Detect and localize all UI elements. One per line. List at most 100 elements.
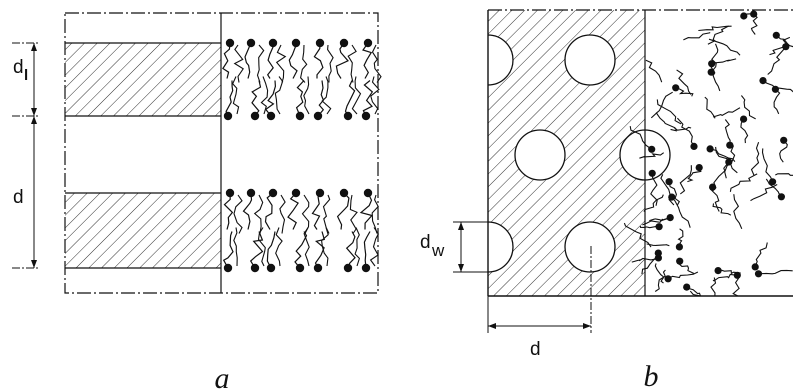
lipid-head: [726, 141, 734, 149]
lipid-tail: [327, 44, 334, 83]
lipid-head: [750, 10, 758, 18]
lipid-tail: [362, 42, 373, 79]
lipid-tail: [710, 43, 719, 73]
lipid-head: [769, 178, 777, 186]
lipid-tail: [667, 271, 699, 280]
lipid-head: [665, 178, 673, 186]
lipid-tail: [321, 227, 329, 267]
lipid-tail: [317, 80, 325, 117]
lipid-tail: [256, 44, 265, 83]
lipid-tail: [707, 25, 729, 45]
lipid-head: [676, 257, 684, 265]
lipid-tail: [712, 203, 732, 216]
lipid-tail: [710, 277, 717, 296]
lipid-tail: [274, 76, 284, 115]
lipid-head: [759, 77, 767, 85]
lipid-tail: [359, 192, 373, 230]
lipid-tail: [244, 42, 252, 79]
lipid-tail: [654, 269, 666, 292]
lipid-tail: [740, 95, 756, 120]
lipid-tail: [336, 192, 350, 230]
lipid-tail: [767, 46, 787, 75]
lipid-head: [777, 193, 786, 201]
lipid-head: [683, 283, 691, 291]
lipid-tail: [623, 222, 652, 248]
lipid-tail: [362, 80, 374, 117]
lipid-tail: [313, 42, 324, 79]
lipid-tail: [347, 44, 357, 83]
lipid-tail: [656, 99, 682, 125]
lipid-tail: [275, 227, 283, 267]
lipid-tail: [750, 183, 778, 202]
lipid-head: [690, 142, 698, 150]
lipid-head: [706, 145, 714, 153]
lipid-head: [733, 271, 741, 279]
lipid-tail: [233, 44, 244, 83]
lipid-tail: [758, 269, 793, 275]
caption-b: b: [644, 360, 659, 390]
lipid-tail: [761, 148, 774, 182]
lipid-tail: [253, 194, 264, 234]
lipid-tail: [642, 217, 671, 226]
lipid-tail: [222, 231, 234, 269]
lipid-tail: [225, 80, 234, 117]
lipid-tail: [279, 194, 286, 234]
lipid-head: [675, 243, 684, 251]
lipid-tail: [303, 227, 310, 267]
dimension-d-b: [487, 246, 592, 333]
lipid-tail: [314, 231, 326, 269]
lipid-tail: [750, 142, 760, 176]
lipid-tail: [242, 192, 253, 230]
lipid-head: [648, 145, 656, 153]
dimension-d-a: [12, 116, 40, 269]
lipid-head: [740, 12, 748, 20]
lipid-tail: [668, 181, 681, 206]
channel-circle: [514, 129, 566, 181]
dimension-dl: [12, 42, 40, 117]
lipid-tail: [765, 178, 782, 198]
lipid-head: [740, 115, 748, 123]
lipid-head: [751, 263, 759, 271]
lipid-tails: [623, 10, 793, 296]
label-dl: d: [13, 57, 24, 78]
lipid-head: [782, 43, 790, 51]
lipid-tail: [249, 231, 264, 269]
lipid-tail: [750, 13, 758, 35]
lipid-tail: [303, 76, 310, 115]
channel-circle: [564, 221, 616, 273]
lipid-head: [672, 84, 680, 92]
lipid-tail: [650, 91, 673, 119]
lipid-tail: [646, 243, 670, 247]
lipid-tail: [300, 44, 308, 83]
lipid-tail: [351, 76, 362, 115]
lipid-head: [664, 275, 672, 283]
label-dw: d: [420, 232, 431, 253]
lipid-tail: [345, 231, 356, 269]
lipid-tail: [689, 290, 704, 296]
lipid-tail: [645, 59, 663, 83]
lipid-head: [648, 169, 656, 177]
lipid-tail: [724, 119, 731, 146]
lipid-tail: [679, 165, 692, 195]
lipid-tail: [354, 227, 361, 267]
label-d-b: d: [530, 339, 541, 360]
water-channels: [488, 34, 671, 273]
lipid-tail: [264, 80, 277, 117]
lipid-tail: [233, 194, 243, 234]
lipid-tail: [708, 38, 741, 56]
lipid-tail: [729, 173, 758, 192]
lipid-tail: [301, 194, 310, 234]
lipid-tail: [322, 194, 331, 234]
lipid-tail: [712, 107, 741, 118]
panel-a-lamellar: d l d a: [12, 12, 382, 390]
lipid-tail: [773, 88, 781, 115]
lipid-tail: [264, 192, 274, 230]
lipid-tail: [251, 80, 262, 117]
lipid-tail: [335, 42, 349, 79]
hatched-layer-top: [65, 43, 221, 116]
lipid-tail: [683, 32, 711, 41]
lipid-tail: [363, 231, 371, 269]
lipid-tail: [232, 76, 240, 115]
lipid-tail: [670, 126, 692, 132]
